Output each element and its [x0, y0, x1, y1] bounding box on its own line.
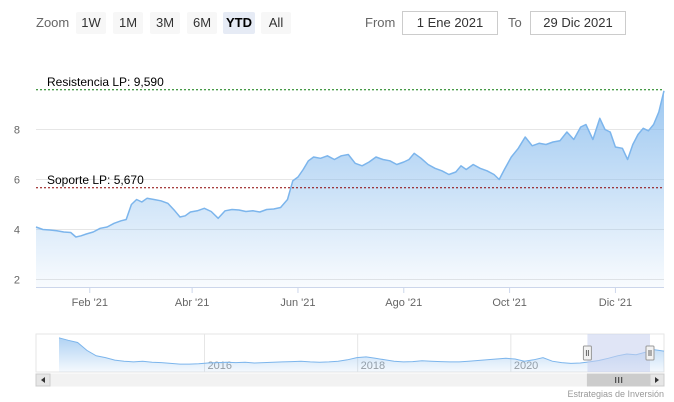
x-tick-label: Ago '21	[385, 297, 422, 309]
to-date-input[interactable]: 29 Dic 2021	[530, 11, 626, 35]
scroll-left-button[interactable]	[35, 373, 51, 387]
price-area	[36, 90, 664, 287]
arrow-left-icon	[41, 377, 45, 383]
zoom-label: Zoom	[36, 15, 70, 30]
navigator-handle-right[interactable]	[645, 345, 655, 361]
x-tick-label: Jun '21	[280, 297, 315, 309]
x-tick-label: Abr '21	[175, 297, 210, 309]
navigator-handle-left[interactable]	[582, 345, 592, 361]
price-line	[35, 90, 665, 238]
range-button-ytd[interactable]: YTD	[223, 12, 255, 34]
plot-lines: Resistencia LP: 9,590 Soporte LP: 5,670	[36, 75, 664, 189]
y-tick-label: 4	[14, 225, 20, 237]
scrollbar-track[interactable]	[35, 373, 665, 387]
navigator-line	[58, 337, 665, 365]
axes: 2 4 6 8 Feb '21 Abr '21 Jun '21 Ago '21 Oct '21 D…	[14, 125, 664, 309]
range-button-1m[interactable]: 1M	[113, 12, 143, 34]
x-tick-label: Dic '21	[599, 297, 632, 309]
y-tick-label: 6	[14, 175, 20, 187]
x-tick-label: Oct '21	[492, 297, 527, 309]
resistance-label: Resistencia LP: 9,590	[47, 75, 164, 89]
support-label: Soporte LP: 5,670	[47, 173, 144, 187]
from-label: From	[365, 15, 396, 30]
range-button-1w[interactable]: 1W	[76, 12, 106, 34]
arrow-right-icon	[655, 377, 659, 383]
y-tick-label: 2	[14, 275, 20, 287]
scroll-right-button[interactable]	[649, 373, 665, 387]
y-tick-label: 8	[14, 125, 20, 137]
range-button-all[interactable]: All	[261, 12, 291, 34]
navigator[interactable]: 201620182020	[35, 333, 665, 373]
scrollbar[interactable]	[35, 373, 665, 387]
navigator-window[interactable]	[587, 334, 650, 372]
navigator-area	[59, 337, 664, 372]
credits-text: Estrategias de Inversión	[567, 389, 664, 399]
from-date-input[interactable]: 1 Ene 2021	[402, 11, 498, 35]
price-series	[35, 90, 665, 287]
to-label: To	[508, 15, 522, 30]
scrollbar-thumb[interactable]	[586, 373, 651, 387]
x-tick-label: Feb '21	[72, 297, 108, 309]
range-button-3m[interactable]: 3M	[150, 12, 180, 34]
range-button-6m[interactable]: 6M	[187, 12, 217, 34]
